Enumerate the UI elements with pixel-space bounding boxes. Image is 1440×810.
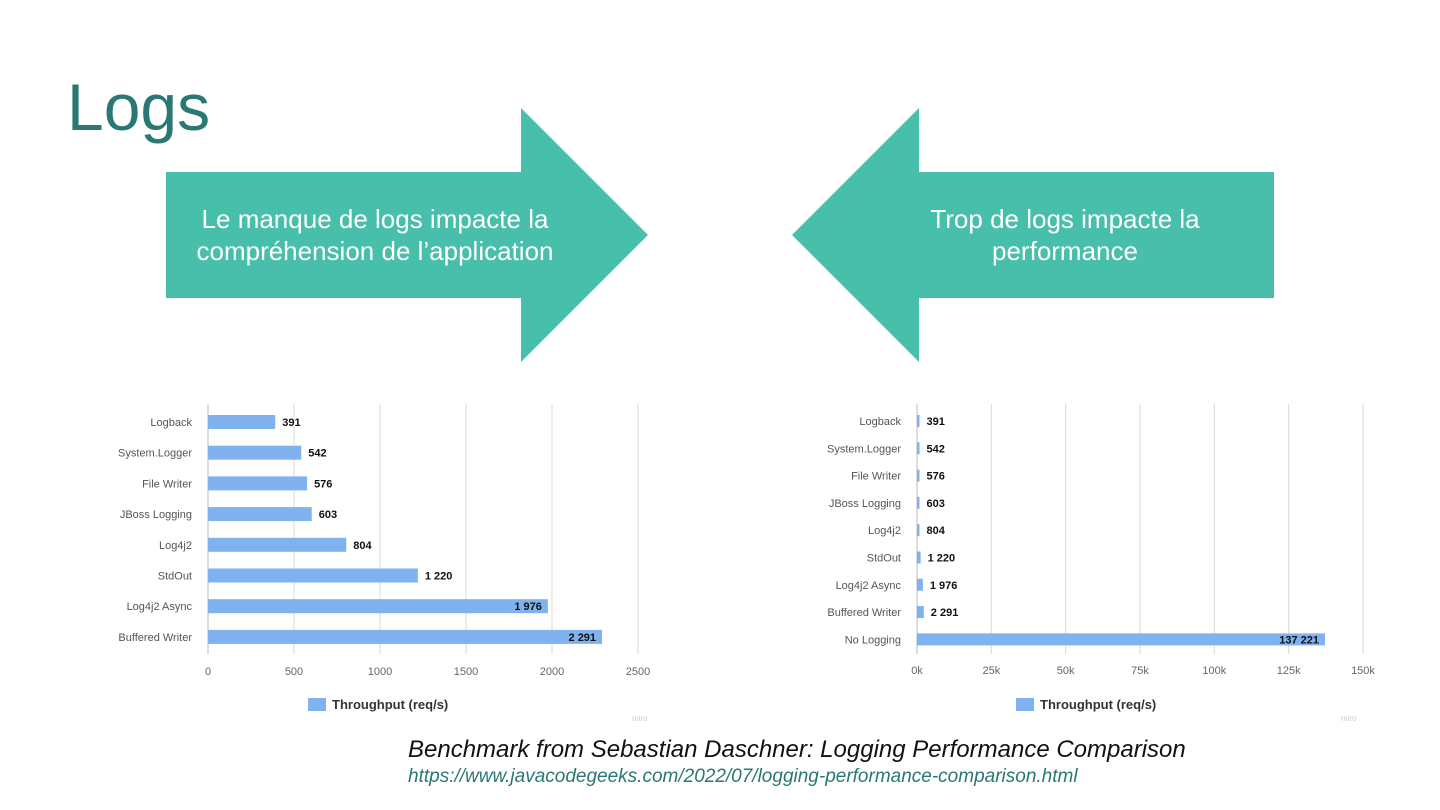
value-label: 603: [319, 509, 337, 521]
category-label: Log4j2 Async: [836, 580, 902, 592]
value-label: 804: [927, 525, 946, 537]
legend-swatch: [308, 698, 326, 711]
watermark: miro: [1341, 714, 1357, 723]
arrow-left-pointing: [792, 108, 1274, 362]
bar: [917, 415, 920, 427]
x-tick-label: 50k: [1057, 665, 1075, 677]
source-caption: Benchmark from Sebastian Daschner: Loggi…: [408, 736, 1186, 763]
x-tick-label: 1000: [368, 666, 392, 678]
category-label: System.Logger: [827, 443, 901, 455]
bar: [917, 524, 920, 537]
category-label: File Writer: [142, 478, 192, 490]
category-label: Logback: [859, 416, 901, 428]
bar: [208, 476, 308, 491]
bar: [208, 537, 347, 552]
value-label: 2 291: [569, 632, 597, 644]
category-label: Log4j2 Async: [127, 601, 193, 613]
arrow-left-label: Le manque de logs impacte la compréhensi…: [170, 203, 580, 267]
bar: [917, 606, 924, 619]
category-label: Buffered Writer: [118, 632, 192, 644]
arrow-right-pointing: [166, 108, 648, 362]
category-label: JBoss Logging: [829, 498, 901, 510]
x-tick-label: 0: [205, 666, 211, 678]
bar: [208, 568, 418, 583]
category-label: System.Logger: [118, 448, 192, 460]
x-tick-label: 500: [285, 666, 303, 678]
bar: [917, 496, 920, 509]
bar: [208, 445, 302, 460]
x-tick-label: 2000: [540, 666, 564, 678]
value-label: 576: [314, 478, 332, 490]
bar: [917, 469, 920, 482]
value-label: 391: [927, 416, 945, 428]
x-tick-label: 0k: [911, 665, 923, 677]
value-label: 391: [282, 417, 300, 429]
value-label: 576: [927, 471, 945, 483]
source-link[interactable]: https://www.javacodegeeks.com/2022/07/lo…: [408, 766, 1078, 787]
value-label: 603: [927, 498, 945, 510]
watermark: miro: [632, 714, 648, 723]
value-label: 2 291: [931, 607, 959, 619]
value-label: 542: [927, 443, 945, 455]
value-label: 542: [308, 448, 326, 460]
bar: [208, 507, 312, 522]
x-tick-label: 100k: [1202, 665, 1226, 677]
bar: [208, 629, 603, 644]
bar: [917, 442, 920, 455]
bar: [917, 633, 1326, 646]
category-label: StdOut: [867, 553, 901, 565]
category-label: File Writer: [851, 471, 901, 483]
legend-label: Throughput (req/s): [1040, 697, 1156, 712]
arrow-right-label: Trop de logs impacte la performance: [880, 203, 1250, 267]
category-label: Buffered Writer: [827, 607, 901, 619]
x-tick-label: 25k: [982, 665, 1000, 677]
x-tick-label: 1500: [454, 666, 478, 678]
category-label: StdOut: [158, 571, 192, 583]
category-label: Log4j2: [868, 525, 901, 537]
legend-label: Throughput (req/s): [332, 697, 448, 712]
x-tick-label: 75k: [1131, 665, 1149, 677]
value-label: 1 976: [930, 580, 958, 592]
bar: [208, 415, 276, 429]
category-label: No Logging: [845, 634, 901, 646]
chart-throughput-with-no-logging: 0k 25k 50k 75k 100k 125k 150k Logback 391 System.…: [827, 404, 1375, 723]
arrow-right-line2: performance: [992, 236, 1138, 266]
bar: [917, 551, 921, 564]
bar: [208, 599, 548, 614]
chart-throughput-without-baseline: 0 500 1000 1500 2000 2500 Logback 391 System.Log…: [118, 404, 650, 723]
bar: [917, 578, 923, 591]
legend-swatch: [1016, 698, 1034, 711]
value-label: 1 220: [928, 553, 956, 565]
category-label: Logback: [150, 417, 192, 429]
arrow-right-line1: Trop de logs impacte la: [930, 204, 1200, 234]
slide-title: Logs: [67, 70, 211, 144]
x-tick-label: 150k: [1351, 665, 1375, 677]
value-label: 804: [353, 540, 372, 552]
x-tick-label: 2500: [626, 666, 650, 678]
arrow-left-line1: Le manque de logs impacte la: [201, 204, 549, 234]
category-label: JBoss Logging: [120, 509, 192, 521]
value-label: 1 976: [514, 601, 542, 613]
value-label: 1 220: [425, 571, 453, 583]
arrow-left-line2: compréhension de l’application: [196, 236, 554, 266]
x-tick-label: 125k: [1277, 665, 1301, 677]
category-label: Log4j2: [159, 540, 192, 552]
value-label: 137 221: [1279, 634, 1319, 646]
